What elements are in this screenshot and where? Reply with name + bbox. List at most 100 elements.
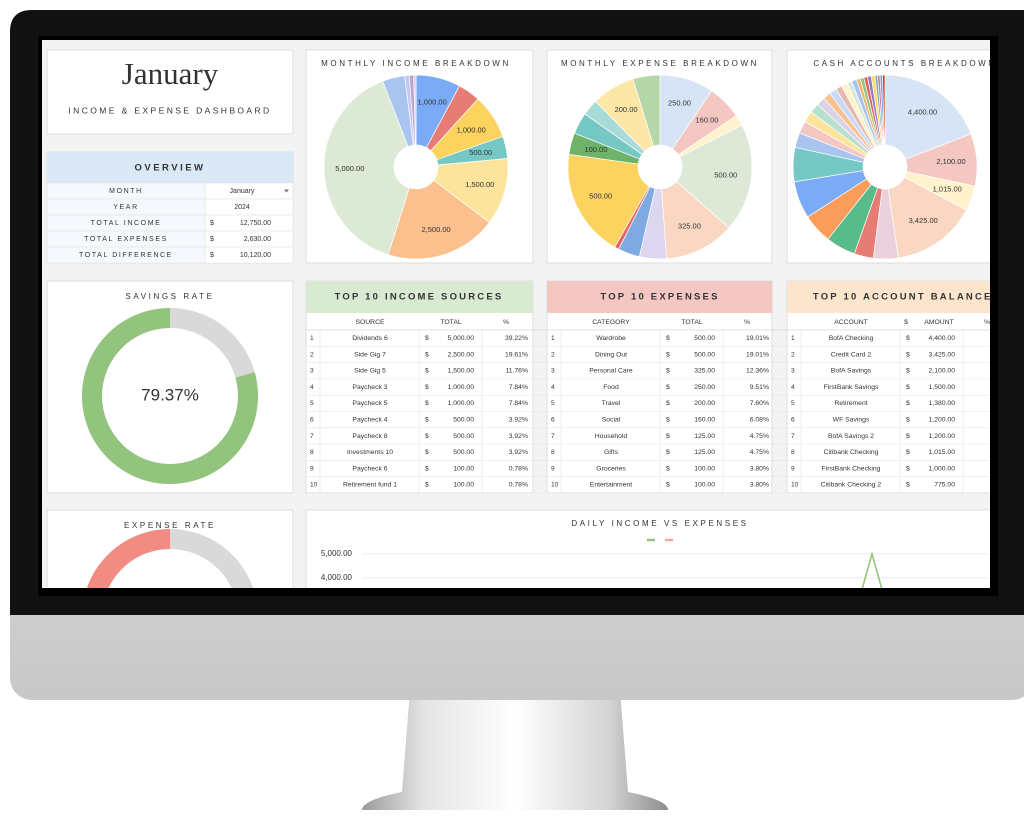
rank: 1	[791, 335, 795, 342]
amount: 160.00	[694, 416, 715, 423]
amount: 4,400.00	[929, 335, 956, 342]
percent: 3.92%	[509, 416, 528, 423]
table-title-band	[547, 281, 772, 313]
slice-label: 500.00	[714, 170, 737, 179]
currency-sign: $	[906, 465, 910, 472]
currency-sign: $	[425, 482, 429, 489]
dropdown-arrow[interactable]	[284, 189, 289, 193]
donut-arc	[86, 529, 170, 588]
table-title-band	[787, 281, 990, 313]
slice-label: 250.00	[668, 99, 691, 108]
currency-sign: $	[666, 400, 670, 407]
currency-sign: $	[425, 351, 429, 358]
amount: 100.00	[453, 465, 474, 472]
rank: 10	[551, 482, 559, 489]
chart-title: EXPENSE RATE	[124, 521, 216, 530]
rank: 3	[791, 368, 795, 375]
rank: 8	[551, 449, 555, 456]
currency-sign: $	[666, 416, 670, 423]
row-name: Household	[595, 433, 628, 440]
percent: 11.76%	[505, 368, 528, 375]
rank: 8	[310, 449, 314, 456]
rank: 3	[551, 368, 555, 375]
rank: 2	[551, 351, 555, 358]
pie-slice	[676, 124, 753, 229]
series-line	[861, 551, 883, 588]
currency-sign: $	[425, 449, 429, 456]
row-name: Paycheck 5	[352, 400, 387, 407]
rank: 4	[791, 384, 795, 391]
amount: 125.00	[694, 433, 715, 440]
percent: 9.51%	[750, 384, 769, 391]
column-header: CATEGORY	[592, 319, 630, 326]
currency-sign: $	[210, 236, 214, 243]
panel	[786, 280, 990, 494]
column-header: AMOUNT	[924, 319, 953, 326]
table-title: TOP 10 INCOME SOURCES	[335, 292, 504, 303]
percent: 7.84%	[509, 400, 528, 407]
row-name: BofA Checking	[829, 335, 874, 342]
row-name: Dividends 6	[352, 335, 388, 342]
rank: 8	[791, 449, 795, 456]
currency-sign: $	[906, 416, 910, 423]
percent: 12.36%	[746, 368, 769, 375]
row-name: Paycheck 3	[352, 384, 387, 391]
column-header: %	[503, 319, 509, 326]
rank: 6	[310, 416, 314, 423]
rank: 2	[791, 351, 795, 358]
pie-slice	[884, 74, 972, 160]
amount: 3,425.00	[929, 351, 956, 358]
column-header: ACCOUNT	[834, 319, 868, 326]
currency-sign: $	[906, 400, 910, 407]
rank: 4	[551, 384, 555, 391]
rank: 9	[551, 465, 555, 472]
amount: 325.00	[694, 368, 715, 375]
row-name: Food	[603, 384, 619, 391]
currency-sign: $	[425, 433, 429, 440]
amount: 775.00	[934, 482, 955, 489]
percent: 19.01%	[746, 335, 769, 342]
slice-label: 1,000.00	[457, 125, 486, 134]
currency-sign: $	[425, 384, 429, 391]
row-name: Social	[602, 416, 621, 423]
slice-label: 500.00	[589, 191, 612, 200]
rank: 1	[310, 335, 314, 342]
table-title: TOP 10 EXPENSES	[600, 292, 719, 303]
rank: 5	[310, 400, 314, 407]
rank: 9	[791, 465, 795, 472]
column-header: $	[904, 319, 908, 326]
percent: 3.92%	[509, 433, 528, 440]
row-name: BofA Savings 2	[828, 433, 874, 440]
percent: 3.80%	[750, 465, 769, 472]
row-name: Groceries	[596, 465, 626, 472]
row-name: Citibank Checking 2	[821, 482, 882, 489]
currency-sign: $	[666, 482, 670, 489]
dashboard: January INCOME & EXPENSE DASHBOARD OVERVIE…	[46, 49, 990, 588]
rank: 2	[310, 351, 314, 358]
row-name: Retirement fund 1	[343, 482, 397, 489]
percent: 4.75%	[750, 449, 769, 456]
amount: 250.00	[694, 384, 715, 391]
slice-label: 325.00	[678, 221, 701, 230]
rank: 9	[310, 465, 314, 472]
slice-label: 3,425.00	[909, 216, 938, 225]
row-name: WF Savings	[833, 416, 870, 423]
currency-sign: $	[906, 449, 910, 456]
currency-sign: $	[666, 351, 670, 358]
rank: 10	[310, 482, 318, 489]
currency-sign: $	[425, 416, 429, 423]
overview-label: TOTAL DIFFERENCE	[79, 252, 173, 259]
row-name: Credit Card 2	[831, 351, 872, 358]
currency-sign: $	[666, 449, 670, 456]
row-name: Citibank Checking	[824, 449, 879, 456]
chart-title: DAILY INCOME VS EXPENSES	[571, 519, 748, 528]
currency-sign: $	[906, 335, 910, 342]
currency-sign: $	[210, 252, 214, 259]
slice-label: 4,400.00	[908, 107, 937, 116]
currency-sign: $	[906, 351, 910, 358]
pie-slice	[567, 154, 650, 248]
amount: 1,380.00	[929, 400, 956, 407]
currency-sign: $	[666, 433, 670, 440]
percent: 0.78%	[509, 482, 528, 489]
